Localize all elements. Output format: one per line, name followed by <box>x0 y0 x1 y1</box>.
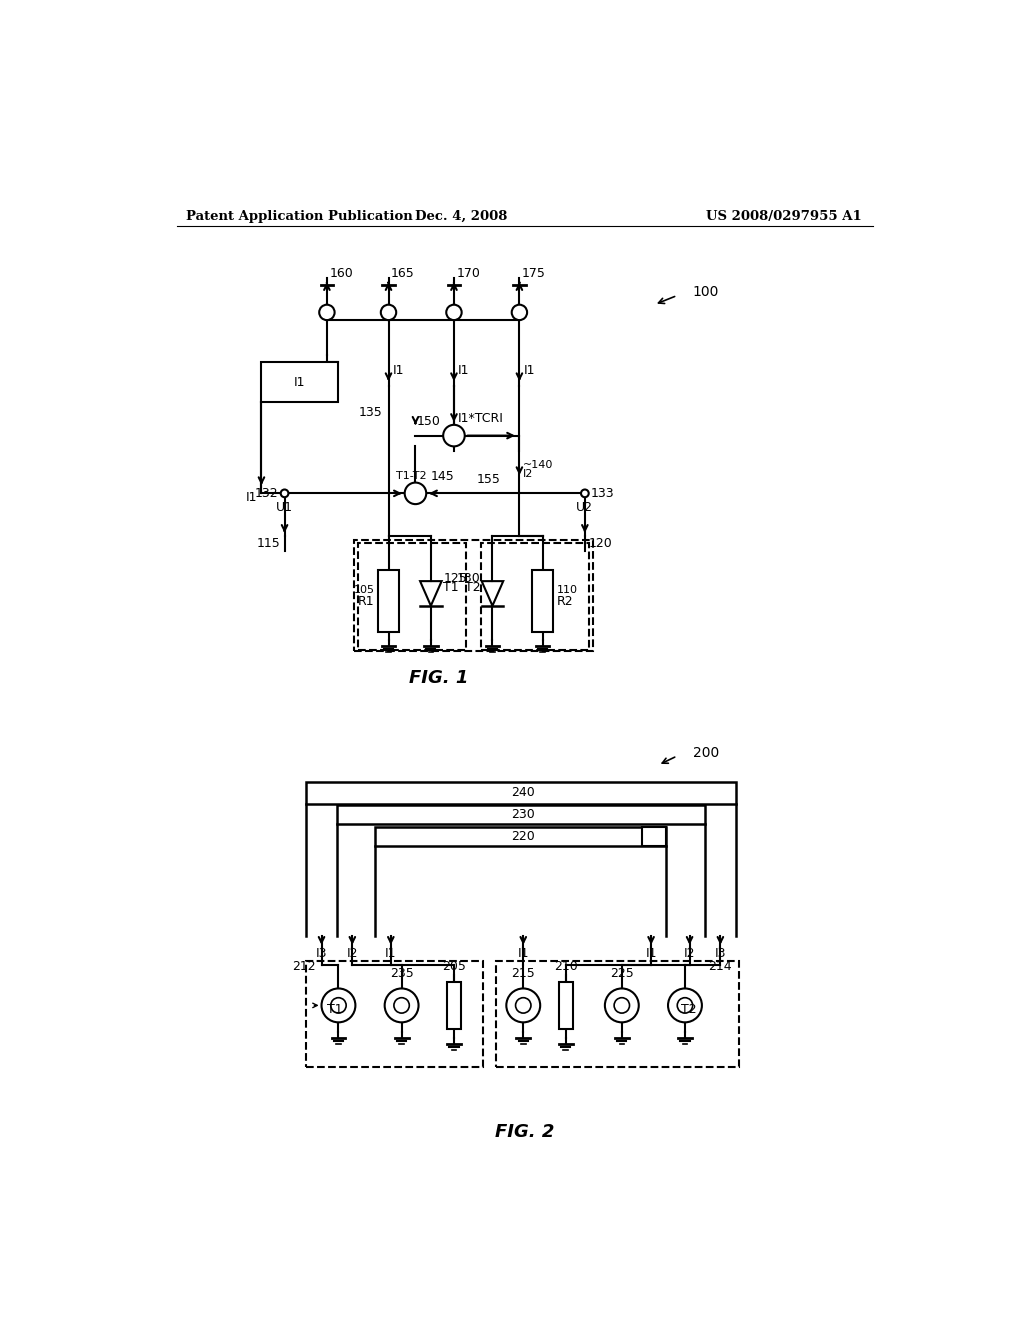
Circle shape <box>605 989 639 1022</box>
Text: 240: 240 <box>511 787 536 800</box>
Circle shape <box>322 989 355 1022</box>
Circle shape <box>677 998 692 1014</box>
Text: 155: 155 <box>476 473 500 486</box>
Bar <box>559 982 572 1028</box>
Text: R2: R2 <box>556 594 573 607</box>
Text: 230: 230 <box>511 808 536 821</box>
Text: U2: U2 <box>577 500 593 513</box>
Circle shape <box>394 998 410 1014</box>
Text: 145: 145 <box>431 470 455 483</box>
Text: 133: 133 <box>591 487 614 500</box>
Text: T2: T2 <box>681 1003 696 1016</box>
Bar <box>447 982 461 1028</box>
Text: 120: 120 <box>589 537 612 550</box>
Text: I2: I2 <box>523 469 534 479</box>
Text: I1: I1 <box>392 364 403 378</box>
Text: I1: I1 <box>294 376 306 389</box>
Text: I1: I1 <box>523 364 535 378</box>
Circle shape <box>668 989 701 1022</box>
Text: I2: I2 <box>346 948 358 961</box>
Circle shape <box>512 305 527 321</box>
Text: FIG. 2: FIG. 2 <box>496 1123 554 1142</box>
Text: T2: T2 <box>465 581 480 594</box>
Text: Dec. 4, 2008: Dec. 4, 2008 <box>416 210 508 223</box>
Circle shape <box>331 998 346 1014</box>
Circle shape <box>581 490 589 498</box>
Text: T1: T1 <box>327 1003 342 1016</box>
Text: R1: R1 <box>358 594 375 607</box>
Text: 130: 130 <box>457 572 480 585</box>
Circle shape <box>446 305 462 321</box>
Circle shape <box>385 989 419 1022</box>
Text: I1: I1 <box>246 491 258 504</box>
Text: US 2008/0297955 A1: US 2008/0297955 A1 <box>707 210 862 223</box>
Text: T1-T2: T1-T2 <box>396 471 427 482</box>
Bar <box>261 363 339 403</box>
Circle shape <box>404 483 426 504</box>
Circle shape <box>319 305 335 321</box>
Text: I3: I3 <box>315 948 328 961</box>
Text: 175: 175 <box>521 267 546 280</box>
Text: 220: 220 <box>511 829 536 842</box>
Text: Patent Application Publication: Patent Application Publication <box>186 210 413 223</box>
Circle shape <box>381 305 396 321</box>
Text: I1: I1 <box>458 364 469 378</box>
Text: 100: 100 <box>692 285 719 300</box>
Bar <box>306 781 736 804</box>
Text: 132: 132 <box>255 487 279 500</box>
Text: 215: 215 <box>511 966 536 979</box>
Text: 205: 205 <box>442 961 466 973</box>
Text: U1: U1 <box>276 500 293 513</box>
Text: I1*TCRI: I1*TCRI <box>458 412 504 425</box>
Text: I3: I3 <box>715 948 726 961</box>
Bar <box>642 826 667 846</box>
Text: I1: I1 <box>517 948 529 961</box>
Text: I1: I1 <box>645 948 656 961</box>
Text: 212: 212 <box>292 961 315 973</box>
Text: 170: 170 <box>457 267 480 280</box>
Text: 214: 214 <box>708 961 732 973</box>
Text: 225: 225 <box>610 966 634 979</box>
Text: 125: 125 <box>443 572 467 585</box>
Circle shape <box>614 998 630 1014</box>
Circle shape <box>443 425 465 446</box>
Text: 105: 105 <box>353 585 375 594</box>
Text: FIG. 1: FIG. 1 <box>409 669 468 688</box>
Text: 200: 200 <box>692 746 719 760</box>
Text: 160: 160 <box>330 267 353 280</box>
Text: I1: I1 <box>385 948 396 961</box>
Text: 135: 135 <box>358 407 382 418</box>
Bar <box>378 570 399 632</box>
Text: I2: I2 <box>684 948 695 961</box>
Text: 110: 110 <box>556 585 578 594</box>
Text: 235: 235 <box>390 966 414 979</box>
Text: T1: T1 <box>443 581 459 594</box>
Bar <box>531 570 553 632</box>
Bar <box>337 805 705 825</box>
Circle shape <box>506 989 541 1022</box>
Text: 150: 150 <box>416 416 440 428</box>
Text: ~140: ~140 <box>523 459 554 470</box>
Text: 165: 165 <box>391 267 415 280</box>
Circle shape <box>281 490 289 498</box>
Text: 115: 115 <box>257 537 281 550</box>
Bar <box>376 826 667 846</box>
Text: 210: 210 <box>554 961 578 973</box>
Circle shape <box>515 998 531 1014</box>
